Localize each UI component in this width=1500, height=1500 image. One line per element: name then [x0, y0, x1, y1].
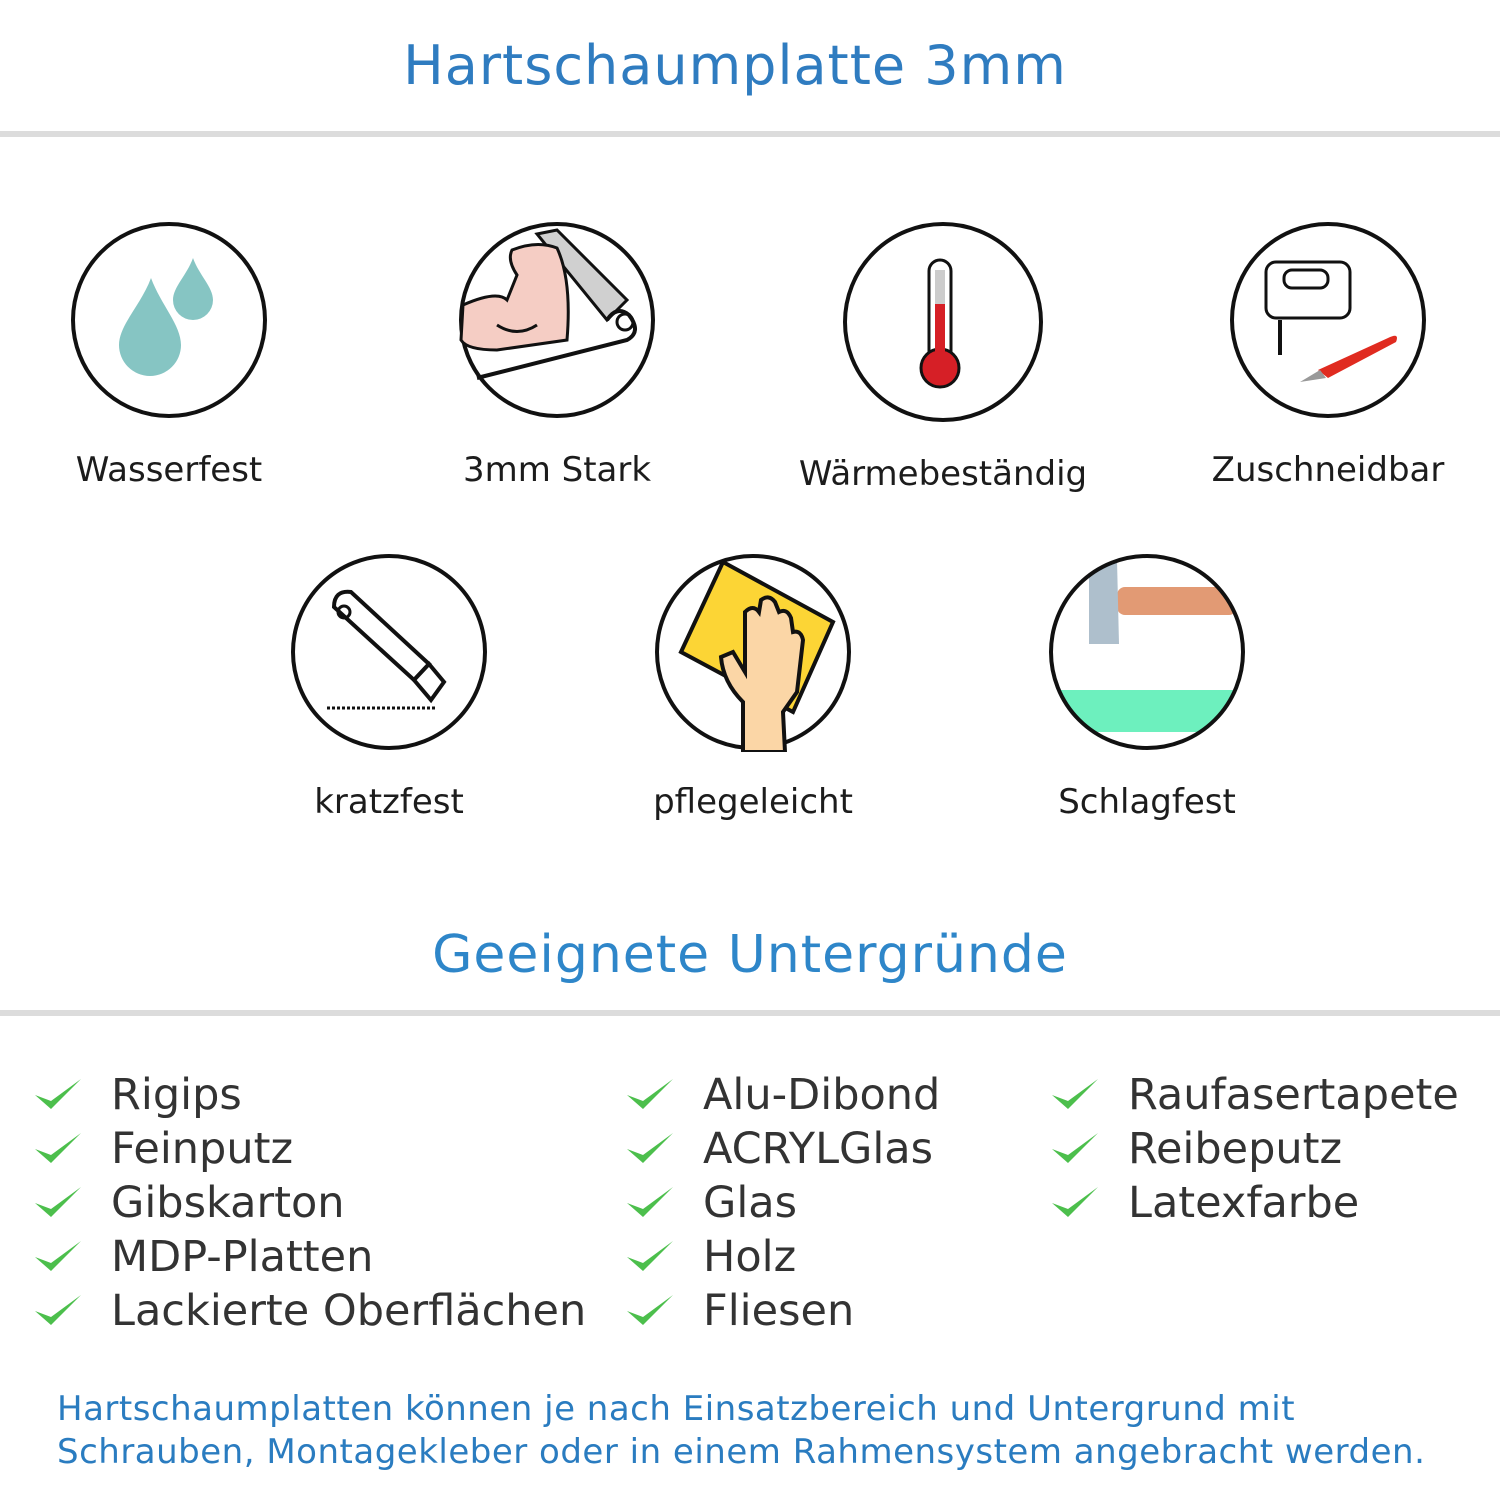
feature-label: 3mm Stark — [462, 450, 652, 490]
surface-column-1: Rigips Feinputz Gibskarton MDP-Platten Lacki… — [33, 1068, 586, 1338]
surface-item: Glas — [625, 1176, 940, 1230]
check-icon — [35, 1079, 81, 1109]
feature-zuschneidbar: Zuschneidbar — [1168, 220, 1488, 490]
surface-label: Latexfarbe — [1128, 1178, 1360, 1228]
check-icon — [627, 1295, 673, 1325]
check-icon — [627, 1079, 673, 1109]
page-title: Hartschaumplatte 3mm — [403, 34, 1067, 97]
check-icon — [35, 1133, 81, 1163]
surface-label: Raufasertapete — [1128, 1070, 1459, 1120]
feature-3mm-stark: 3mm Stark — [397, 220, 717, 490]
surface-item: Fliesen — [625, 1284, 940, 1338]
feature-label: kratzfest — [314, 782, 464, 822]
check-icon — [627, 1133, 673, 1163]
surface-item: Holz — [625, 1230, 940, 1284]
surface-label: Alu-Dibond — [703, 1070, 941, 1120]
surface-item: Rigips — [33, 1068, 586, 1122]
check-icon — [35, 1187, 81, 1217]
surface-label: Lackierte Oberflächen — [111, 1286, 587, 1336]
surface-label: Gibskarton — [111, 1178, 345, 1228]
surface-label: Rigips — [111, 1070, 242, 1120]
surface-item: Alu-Dibond — [625, 1068, 940, 1122]
hammer-icon — [1049, 554, 1245, 750]
feature-pflegeleicht: pflegeleicht — [593, 552, 913, 822]
surface-item: Feinputz — [33, 1122, 586, 1176]
surface-label: Holz — [703, 1232, 797, 1282]
feature-label: Schlagfest — [1058, 782, 1236, 822]
water-drops-icon — [71, 222, 267, 418]
surface-label: Reibeputz — [1128, 1124, 1343, 1174]
surface-item: Latexfarbe — [1050, 1176, 1459, 1230]
feature-wasserfest: Wasserfest — [9, 220, 329, 490]
surface-column-3: Raufasertapete Reibeputz Latexfarbe — [1050, 1068, 1459, 1230]
divider — [0, 131, 1500, 137]
feature-label: pflegeleicht — [653, 782, 853, 822]
jigsaw-knife-icon — [1230, 222, 1426, 418]
surface-item: Gibskarton — [33, 1176, 586, 1230]
strong-arm-icon — [459, 222, 655, 418]
feature-label: Zuschneidbar — [1211, 450, 1445, 490]
check-icon — [627, 1187, 673, 1217]
footer-line: Schrauben, Montagekleber oder in einem R… — [57, 1432, 1426, 1472]
check-icon — [1052, 1187, 1098, 1217]
footer-line: Hartschaumplatten können je nach Einsatz… — [57, 1389, 1296, 1429]
surface-item: MDP-Platten — [33, 1230, 586, 1284]
surface-label: Feinputz — [111, 1124, 294, 1174]
cutter-knife-icon — [291, 554, 487, 750]
surface-item: ACRYLGlas — [625, 1122, 940, 1176]
surface-label: ACRYLGlas — [703, 1124, 934, 1174]
feature-label: Wasserfest — [75, 450, 263, 490]
feature-waermebestaendig: Wärmebeständig — [783, 220, 1103, 494]
surface-item: Reibeputz — [1050, 1122, 1459, 1176]
check-icon — [35, 1241, 81, 1271]
surface-label: MDP-Platten — [111, 1232, 374, 1282]
feature-label: Wärmebeständig — [798, 454, 1088, 494]
feature-schlagfest: Schlagfest — [987, 552, 1307, 822]
surface-column-2: Alu-Dibond ACRYLGlas Glas Holz Fliesen — [625, 1068, 940, 1338]
surface-label: Fliesen — [703, 1286, 855, 1336]
section-title: Geeignete Untergründe — [432, 925, 1068, 985]
footer-note: Hartschaumplatten können je nach Einsatz… — [57, 1388, 1425, 1474]
feature-kratzfest: kratzfest — [229, 552, 549, 822]
cleaning-hand-icon — [655, 554, 851, 752]
divider — [0, 1010, 1500, 1016]
check-icon — [1052, 1079, 1098, 1109]
surface-label: Glas — [703, 1178, 798, 1228]
check-icon — [1052, 1133, 1098, 1163]
thermometer-icon — [843, 222, 1043, 422]
check-icon — [627, 1241, 673, 1271]
surface-item: Raufasertapete — [1050, 1068, 1459, 1122]
check-icon — [35, 1295, 81, 1325]
surface-item: Lackierte Oberflächen — [33, 1284, 586, 1338]
